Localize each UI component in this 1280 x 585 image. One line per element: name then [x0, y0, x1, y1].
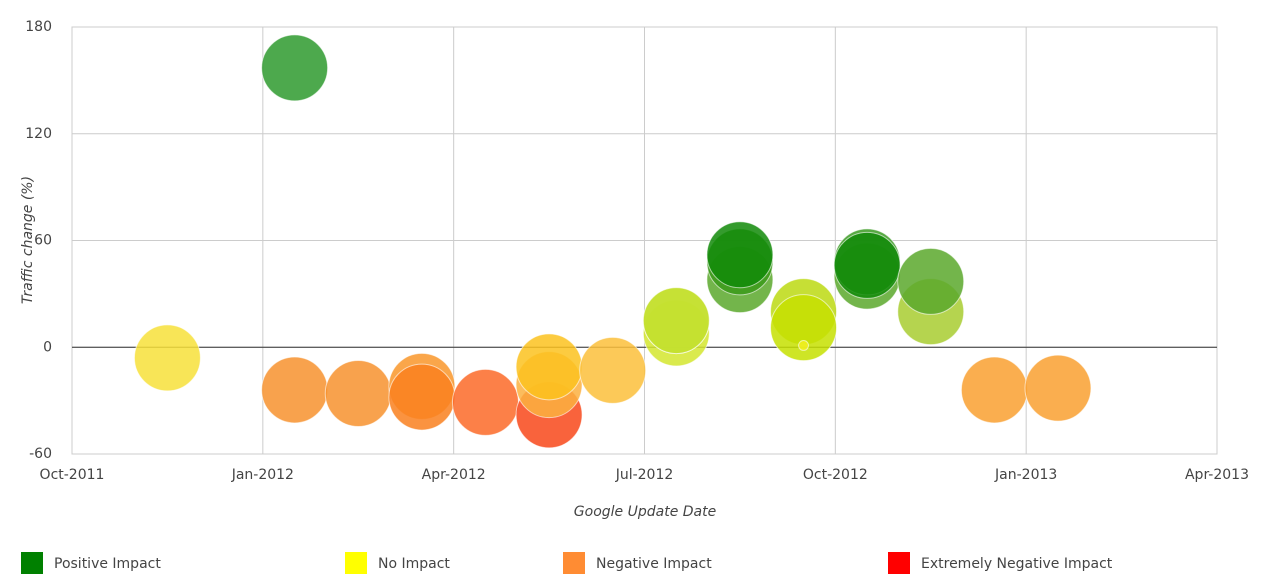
bubble	[706, 221, 774, 289]
y-tick-label: 60	[34, 233, 52, 249]
bubble	[1024, 354, 1092, 422]
y-axis-title: Traffic change (%)	[20, 176, 36, 304]
legend-swatch	[888, 552, 910, 574]
legend-label: Positive Impact	[54, 556, 161, 572]
bubble	[770, 294, 838, 362]
x-axis-title: Google Update Date	[574, 504, 716, 520]
x-tick-label: Apr-2013	[1185, 467, 1249, 483]
bubble	[897, 247, 965, 315]
y-tick-label: 120	[25, 126, 52, 142]
y-tick-label: -60	[29, 446, 52, 462]
bubble	[324, 360, 392, 428]
bubble	[515, 333, 583, 401]
bubble	[642, 287, 710, 355]
bubble	[133, 324, 201, 392]
x-tick-label: Oct-2012	[803, 467, 868, 483]
legend-swatch	[21, 552, 43, 574]
bubble	[261, 34, 329, 102]
y-tick-label: 180	[25, 19, 52, 35]
bubble	[579, 336, 647, 404]
bubble	[833, 231, 901, 299]
legend-label: Extremely Negative Impact	[921, 556, 1113, 572]
x-tick-label: Apr-2012	[422, 467, 486, 483]
x-tick-label: Jan-2012	[231, 467, 294, 483]
legend-swatch	[563, 552, 585, 574]
legend-label: Negative Impact	[596, 556, 712, 572]
legend-label: No Impact	[378, 556, 450, 572]
bubble	[960, 356, 1028, 424]
bubble	[388, 363, 456, 431]
y-tick-label: 0	[43, 339, 52, 355]
x-tick-label: Jul-2012	[615, 467, 674, 483]
bubble	[798, 340, 809, 351]
bubble	[451, 368, 519, 436]
x-tick-label: Jan-2013	[994, 467, 1057, 483]
bubble	[261, 356, 329, 424]
legend-swatch	[345, 552, 367, 574]
x-tick-label: Oct-2011	[40, 467, 105, 483]
